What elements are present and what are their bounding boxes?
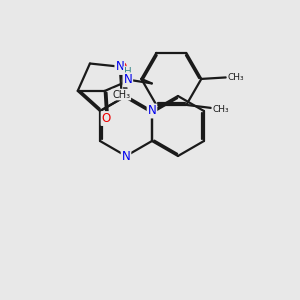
Text: O: O xyxy=(117,61,126,74)
Text: CH₃: CH₃ xyxy=(227,73,244,82)
Text: N: N xyxy=(148,104,156,118)
Text: CH₃: CH₃ xyxy=(212,105,229,114)
Text: N: N xyxy=(123,73,132,86)
Text: N: N xyxy=(116,60,124,73)
Text: H: H xyxy=(124,67,132,77)
Text: O: O xyxy=(102,112,111,125)
Text: CH₃: CH₃ xyxy=(112,90,130,100)
Text: N: N xyxy=(122,149,130,163)
